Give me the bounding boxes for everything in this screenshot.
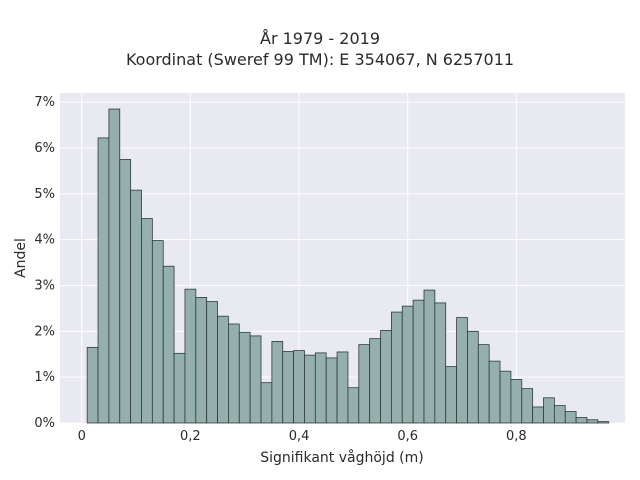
histogram-bar (304, 354, 316, 424)
histogram-bar (445, 366, 457, 424)
y-tick-label: 1% (34, 370, 55, 385)
histogram-bar (369, 338, 381, 424)
histogram-bar (108, 108, 121, 424)
histogram-bar (336, 351, 349, 424)
histogram-bar (347, 387, 360, 424)
histogram-bar (597, 421, 610, 424)
histogram-bar (456, 317, 468, 424)
x-tick-labels: 0 0,2 0,4 0,6 0,8 (78, 429, 527, 444)
x-tick-label: 0 (78, 429, 86, 444)
y-tick-label: 6% (34, 141, 55, 156)
histogram-bar (184, 288, 197, 424)
histogram-bar (228, 323, 240, 424)
histogram-bar (543, 397, 555, 424)
bars (86, 108, 610, 424)
histogram-bar (130, 189, 142, 424)
histogram-bar (195, 297, 208, 424)
histogram-bar (477, 344, 490, 424)
histogram-bar (97, 137, 110, 424)
y-tick-label: 3% (34, 279, 55, 294)
histogram-bar (423, 289, 436, 424)
histogram-bar (271, 341, 284, 424)
histogram-bar (467, 330, 479, 424)
histogram-bar (401, 305, 414, 424)
grid-lines (60, 93, 625, 424)
histogram-bar (510, 379, 523, 424)
histogram-bar (499, 370, 512, 424)
histogram-bar (119, 159, 132, 424)
histogram-bar (532, 406, 544, 424)
histogram-bar (293, 350, 305, 424)
chart-title-line2: Koordinat (Sweref 99 TM): E 354067, N 62… (125, 50, 515, 69)
x-tick-label: 0,4 (289, 429, 310, 444)
x-axis-label: Signifikant våghöjd (m) (260, 449, 423, 466)
histogram-bar (412, 299, 425, 424)
histogram-bar (521, 388, 534, 424)
histogram-bar (434, 302, 447, 424)
x-tick-label: 0,8 (506, 429, 527, 444)
y-axis-label: Andel (13, 238, 29, 278)
histogram-bar (564, 411, 577, 424)
y-tick-label: 7% (34, 95, 55, 110)
histogram-bar (488, 360, 501, 424)
histogram-bar (162, 265, 175, 424)
histogram-bar (238, 331, 251, 424)
histogram-bar (141, 218, 153, 424)
histogram-bar (553, 405, 566, 424)
x-tick-label: 0,2 (180, 429, 201, 444)
histogram-bar (325, 357, 338, 424)
histogram-bar (282, 351, 295, 424)
histogram-bar (358, 344, 371, 424)
y-tick-labels: 0% 1% 2% 3% 4% 5% 6% 7% (34, 95, 55, 431)
y-tick-label: 5% (34, 187, 55, 202)
x-tick-label: 0,6 (397, 429, 418, 444)
histogram-bar (314, 352, 327, 424)
histogram-bar (206, 301, 218, 424)
histogram-bar (249, 335, 262, 424)
histogram-bar (586, 419, 599, 424)
histogram-bar (151, 240, 164, 424)
histogram-bar (173, 352, 186, 424)
histogram-bar (86, 346, 99, 424)
y-tick-label: 0% (34, 416, 55, 431)
y-tick-label: 2% (34, 324, 55, 339)
histogram-bar (390, 311, 403, 424)
histogram-bar (217, 315, 229, 424)
y-tick-label: 4% (34, 233, 55, 248)
histogram-bar (380, 330, 392, 424)
histogram-bar (260, 382, 273, 424)
chart-title-line1: År 1979 - 2019 (260, 29, 380, 48)
histogram-bar (575, 417, 588, 424)
